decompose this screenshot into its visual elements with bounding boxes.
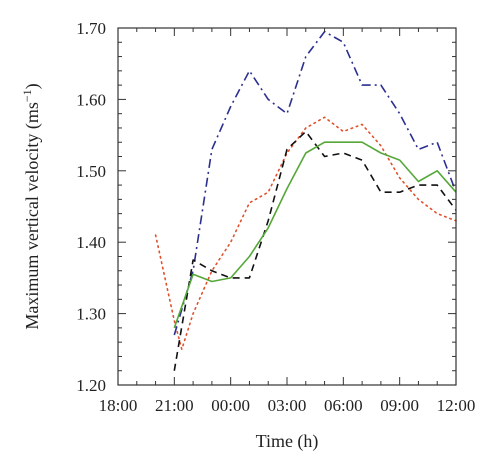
y-tick-label: 1.70	[76, 19, 106, 38]
x-tick-label: 18:00	[99, 396, 138, 415]
y-tick-label: 1.60	[76, 90, 106, 109]
y-axis-title-unit-exponent: −1	[20, 89, 34, 102]
y-tick-label: 1.50	[76, 162, 106, 181]
series-line-dashed	[173, 130, 457, 371]
x-tick-label: 12:00	[437, 396, 476, 415]
plot-frame	[117, 27, 457, 386]
series-line-dash-dot	[173, 30, 457, 336]
y-axis-title-close: )	[22, 83, 43, 89]
series-line-dotted	[154, 116, 457, 351]
series-line-solid	[173, 141, 457, 329]
y-tick-label: 1.30	[76, 305, 106, 324]
y-axis-title: Maximum vertical velocity (ms−1)	[20, 83, 43, 329]
x-tick-label: 03:00	[268, 396, 307, 415]
x-tick-label: 09:00	[380, 396, 419, 415]
x-tick-label: 06:00	[324, 396, 363, 415]
y-tick-label: 1.40	[76, 233, 106, 252]
x-axis-title: Time (h)	[256, 431, 319, 452]
y-tick-label: 1.20	[76, 376, 106, 395]
x-tick-label: 00:00	[211, 396, 250, 415]
y-axis-title-text: Maximum vertical velocity (ms	[22, 102, 43, 329]
series-layer	[154, 30, 457, 371]
x-tick-label: 21:00	[155, 396, 194, 415]
ticks-layer: 18:00 21:00 00:00 03:00 06:00 09:00 12:00 1.20 1…	[76, 19, 475, 415]
